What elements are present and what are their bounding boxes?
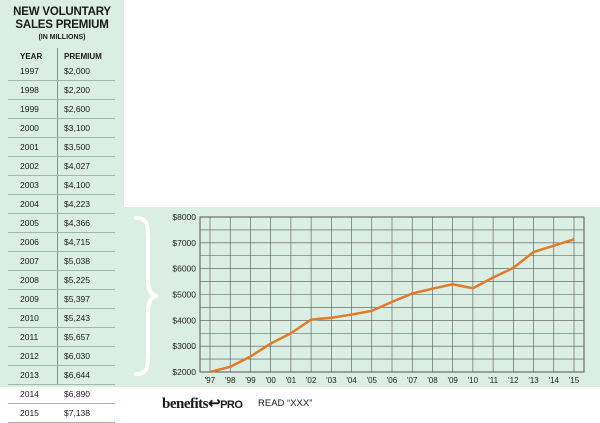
y-tick-label: $7000 — [172, 238, 196, 248]
table-cell-year: 2011 — [20, 328, 38, 346]
table-subtitle: (IN MILLIONS) — [0, 34, 124, 41]
x-tick-label: '13 — [528, 376, 539, 385]
table-row: 2006 $4,715 — [8, 233, 115, 252]
y-tick-label: $5000 — [172, 290, 196, 300]
x-tick-label: '06 — [387, 376, 398, 385]
table-cell-year: 2001 — [20, 138, 39, 156]
x-tick-label: '00 — [265, 376, 276, 385]
read-link-text: READ “XXX” — [258, 398, 312, 409]
brace-icon — [130, 216, 158, 376]
table-cell-year: 2007 — [20, 252, 39, 270]
table-row: 2002 $4,027 — [8, 157, 115, 176]
table-row: 2004 $4,223 — [8, 195, 115, 214]
line-chart: $2000$3000$4000$5000$6000$7000$8000 '97'… — [160, 207, 600, 387]
table-cell-year: 2003 — [20, 176, 39, 194]
table-cell-year: 2002 — [20, 157, 39, 175]
table-row: 2015 $7,138 — [8, 404, 115, 423]
table-cell-premium: $5,397 — [64, 290, 90, 308]
table-row: 2005 $4,366 — [8, 214, 115, 233]
x-tick-label: '05 — [367, 376, 378, 385]
y-tick-label: $8000 — [172, 212, 196, 222]
table-cell-premium: $6,644 — [64, 366, 90, 384]
table-cell-premium: $4,027 — [64, 157, 90, 175]
table-row: 2011 $5,657 — [8, 328, 115, 347]
table-cell-premium: $4,223 — [64, 195, 90, 213]
table-title-line2: SALES PREMIUM — [0, 19, 124, 32]
x-tick-label: '07 — [407, 376, 418, 385]
y-axis-labels: $2000 $3000 $4000 $5000 $6000 $7000 $8000 — [172, 212, 196, 377]
x-tick-label: '10 — [468, 376, 479, 385]
y-tick-label: $4000 — [172, 315, 196, 325]
table-row: 2009 $5,397 — [8, 290, 115, 309]
table-cell-premium: $2,200 — [64, 81, 90, 99]
table-row: 2007 $5,038 — [8, 252, 115, 271]
table-cell-year: 2005 — [20, 214, 39, 232]
table-cell-premium: $4,100 — [64, 176, 90, 194]
table-row: 1998 $2,200 — [8, 81, 115, 100]
table-row: 2008 $5,225 — [8, 271, 115, 290]
table-row: 2014 $6,890 — [8, 385, 115, 404]
table-cell-year: 2012 — [20, 347, 39, 365]
table-cell-premium: $3,100 — [64, 119, 90, 137]
table-cell-premium: $3,500 — [64, 138, 90, 156]
table-title: NEW VOLUNTARY SALES PREMIUM — [0, 6, 124, 32]
table-row: 2001 $3,500 — [8, 138, 115, 157]
x-tick-label: '03 — [326, 376, 337, 385]
table-cell-year: 1998 — [20, 81, 39, 99]
table-cell-premium: $6,030 — [64, 347, 90, 365]
table-cell-premium: $6,890 — [64, 385, 90, 403]
table-cell-year: 1999 — [20, 100, 39, 118]
table-cell-year: 2010 — [20, 309, 39, 327]
table-cell-premium: $4,366 — [64, 214, 90, 232]
table-cell-premium: $5,243 — [64, 309, 90, 327]
table-cell-year: 2013 — [20, 366, 39, 384]
x-tick-label: '09 — [447, 376, 458, 385]
table-cell-premium: $2,600 — [64, 100, 90, 118]
table-cell-premium: $2,000 — [64, 62, 90, 80]
x-tick-label: '12 — [508, 376, 519, 385]
y-tick-label: $3000 — [172, 341, 196, 351]
table-row: 1999 $2,600 — [8, 100, 115, 119]
logo-arrow-icon: ↩ — [208, 396, 220, 412]
table-row: 2000 $3,100 — [8, 119, 115, 138]
x-tick-label: '97 — [205, 376, 216, 385]
x-tick-label: '14 — [549, 376, 560, 385]
column-header-year: YEAR — [20, 52, 42, 61]
x-tick-label: '08 — [427, 376, 438, 385]
y-tick-label: $6000 — [172, 264, 196, 274]
benefitspro-logo: benefits↩PRO — [162, 394, 242, 413]
logo-main-text: benefits — [162, 396, 208, 412]
table-cell-year: 2000 — [20, 119, 39, 137]
table-cell-year: 2004 — [20, 195, 39, 213]
table-cell-year: 2014 — [20, 385, 39, 403]
table-cell-premium: $5,225 — [64, 271, 90, 289]
table-row: 2013 $6,644 — [8, 366, 115, 385]
y-tick-label: $2000 — [172, 367, 196, 377]
table-cell-premium: $4,715 — [64, 233, 90, 251]
x-tick-label: '02 — [306, 376, 317, 385]
x-tick-label: '11 — [488, 376, 498, 385]
table-title-line1: NEW VOLUNTARY — [0, 6, 124, 19]
table-cell-year: 1997 — [20, 62, 39, 80]
x-tick-label: '15 — [569, 376, 580, 385]
table-row: 2003 $4,100 — [8, 176, 115, 195]
table-row: 2010 $5,243 — [8, 309, 115, 328]
table-row: 2012 $6,030 — [8, 347, 115, 366]
table-cell-year: 2015 — [20, 404, 39, 422]
column-header-premium: PREMIUM — [64, 52, 102, 61]
table-cell-year: 2006 — [20, 233, 39, 251]
table-cell-premium: $5,038 — [64, 252, 90, 270]
table-cell-premium: $7,138 — [64, 404, 90, 422]
table-cell-year: 2009 — [20, 290, 39, 308]
data-table-panel: NEW VOLUNTARY SALES PREMIUM (IN MILLIONS… — [0, 0, 124, 387]
table-row: 1997 $2,000 — [8, 62, 115, 81]
x-tick-label: '04 — [346, 376, 357, 385]
logo-pro-text: PRO — [220, 399, 242, 411]
table-cell-year: 2008 — [20, 271, 39, 289]
x-axis-labels: '97 '98 '99 '00 '01 '02 '03 '04 '05 '06 '07 '08 '09 '… — [205, 376, 580, 385]
x-tick-label: '98 — [225, 376, 236, 385]
x-tick-label: '01 — [286, 376, 297, 385]
x-tick-label: '99 — [245, 376, 256, 385]
table-cell-premium: $5,657 — [64, 328, 90, 346]
